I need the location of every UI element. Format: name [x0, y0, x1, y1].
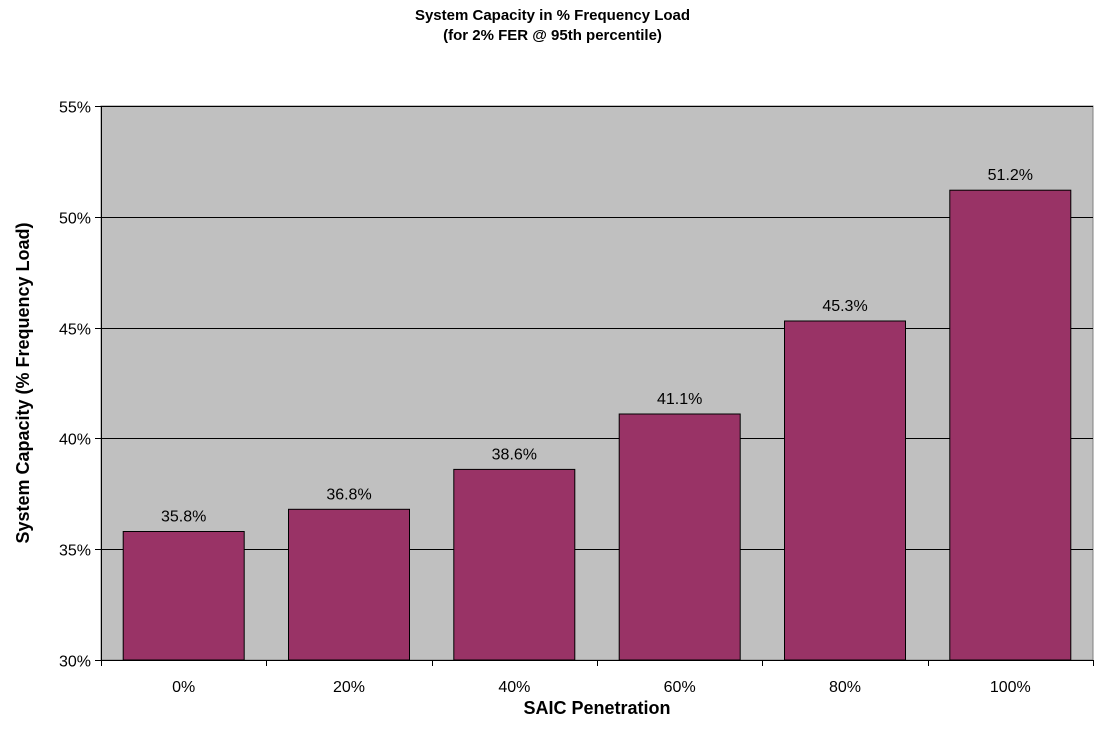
x-tick-label: 80%: [829, 679, 861, 696]
data-label: 45.3%: [822, 298, 867, 315]
y-tick-labels: 30% 35% 40% 45% 50% 55%: [59, 100, 91, 671]
bar-0: [122, 531, 245, 661]
x-tick-label: 20%: [333, 679, 365, 696]
bar-60: [618, 413, 741, 661]
y-axis-title: System Capacity (% Frequency Load): [13, 222, 33, 543]
bar-80: [784, 320, 906, 661]
x-tick-label: 60%: [664, 679, 696, 696]
data-label: 35.8%: [161, 509, 206, 526]
bar-20: [288, 508, 410, 661]
bar-40: [453, 468, 576, 661]
y-tick-label: 45%: [59, 322, 91, 339]
chart-subtitle: (for 2% FER @ 95th percentile): [443, 27, 662, 44]
x-tick-label: 40%: [498, 679, 530, 696]
gridlines: [101, 106, 1093, 550]
chart-title: System Capacity in % Frequency Load: [414, 7, 691, 24]
axes: [95, 106, 1094, 666]
y-tick-label: 30%: [59, 654, 91, 671]
y-tick-label: 40%: [59, 432, 91, 449]
x-tick-label: 0%: [172, 679, 195, 696]
data-label: 36.8%: [326, 486, 371, 503]
y-tick-label: 55%: [59, 100, 91, 117]
bars: [122, 189, 1072, 661]
bar-100: [949, 189, 1072, 661]
data-labels: 35.8% 36.8% 38.6% 41.1% 45.3% 51.2%: [161, 167, 1033, 525]
y-tick-label: 35%: [59, 543, 91, 560]
x-tick-label: 100%: [990, 679, 1031, 696]
x-tick-labels: 0% 20% 40% 60% 80% 100%: [172, 679, 1031, 696]
data-label: 41.1%: [657, 391, 702, 408]
chart-title-block: System Capacity in % Frequency Load (for…: [0, 6, 1105, 46]
data-label: 38.6%: [492, 446, 537, 463]
plot-area: [100, 105, 1094, 661]
data-label: 51.2%: [988, 167, 1033, 184]
x-axis-title: SAIC Penetration: [523, 698, 670, 718]
y-tick-label: 50%: [59, 211, 91, 228]
